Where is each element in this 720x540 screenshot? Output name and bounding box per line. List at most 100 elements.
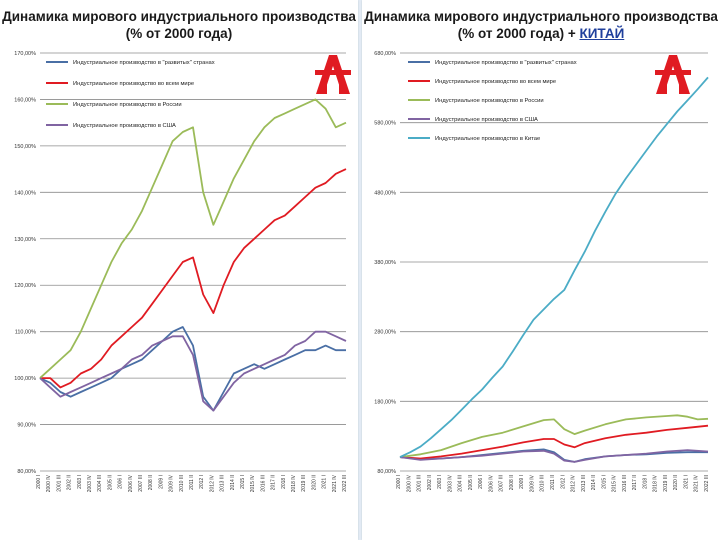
x-tick-label: 2005 II [107,475,113,490]
x-tick-label: 2014 II [591,475,597,490]
x-tick-label: 2011 II [550,475,556,490]
company-logo-icon [655,55,691,94]
x-tick-label: 2015 I [240,475,246,489]
series-line-russia [39,98,347,379]
chart-title-accent: КИТАЙ [579,26,625,41]
y-tick-label: 480,00% [374,190,396,196]
series-line-world [399,424,709,460]
x-tick-label: 2000 IV [406,474,412,492]
x-tick-label: 2012 IV [571,474,577,492]
legend-label: Индустриальное производство в России [435,98,544,104]
series-line-usa [399,449,709,463]
x-tick-label: 2013 III [581,475,587,492]
x-tick-label: 2016 III [260,475,266,492]
x-tick-label: 2021 I [322,475,328,489]
legend-label: Индустриальное производство во всем мире [73,81,194,87]
legend-label: Индустриальное производство во всем мире [435,79,556,85]
x-tick-label: 2018 I [642,475,648,489]
x-tick-label: 2010 III [179,475,185,492]
company-logo-icon [315,55,351,94]
x-tick-label: 2013 III [220,475,226,492]
chart-title-line2: (% от 2000 года) [125,26,233,41]
y-tick-label: 140,00% [14,190,36,196]
x-tick-label: 2017 II [632,475,638,490]
x-tick-label: 2006 I [478,475,484,489]
x-tick-label: 2002 II [67,475,73,490]
x-tick-label: 2012 I [199,475,205,489]
y-tick-label: 170,00% [14,51,36,57]
x-tick-label: 2003 I [77,475,83,489]
x-tick-label: 2020 II [311,475,317,490]
y-tick-label: 280,00% [374,330,396,336]
x-tick-label: 2003 IV [87,474,93,492]
x-tick-label: 2003 IV [447,474,453,492]
chart-title: Динамика мирового индустриального произв… [362,8,720,42]
x-tick-label: 2009 IV [169,474,175,492]
x-tick-label: 2011 II [189,475,195,490]
x-tick-label: 2005 II [468,475,474,490]
x-tick-label: 2018 I [281,475,287,489]
x-tick-label: 2018 IV [653,474,659,492]
x-tick-label: 2006 IV [128,474,134,492]
y-tick-label: 580,00% [374,121,396,127]
y-tick-label: 680,00% [374,51,396,57]
x-tick-label: 2021 IV [332,474,338,492]
legend-label: Индустриальное производство в Китае [435,136,540,142]
x-tick-label: 2002 II [427,475,433,490]
x-tick-label: 2015 IV [612,474,618,492]
x-tick-label: 2021 IV [694,474,700,492]
x-tick-label: 2010 III [540,475,546,492]
x-tick-label: 2016 III [622,475,628,492]
x-tick-label: 2004 III [97,475,103,492]
legend-label: Индустриальное производство в США [73,123,176,129]
x-tick-label: 2000 I [36,475,42,489]
x-tick-label: 2000 IV [46,474,52,492]
x-tick-label: 2019 III [663,475,669,492]
y-tick-label: 110,00% [15,330,36,336]
legend-label: Индустриальное производство в России [73,102,182,108]
series-line-china [399,76,709,458]
x-tick-label: 2009 I [519,475,525,489]
x-tick-label: 2022 III [342,475,348,492]
x-tick-label: 2009 IV [529,474,535,492]
legend-label: Индустриальное производство в США [435,117,538,123]
y-tick-label: 150,00% [14,144,36,150]
x-tick-label: 2019 III [301,475,307,492]
chart-title: Динамика мирового индустриального произв… [0,8,358,42]
x-tick-label: 2014 II [230,475,236,490]
y-tick-label: 180,00% [374,399,396,405]
series-line-russia [399,414,709,458]
legend-label: Индустриальное производство в "развитых"… [435,60,577,66]
x-tick-label: 2012 IV [209,474,215,492]
x-tick-label: 2007 III [499,475,505,492]
right-chart-panel: Динамика мирового индустриального произв… [362,0,720,540]
x-tick-label: 2018 IV [291,474,297,492]
x-tick-label: 2008 II [509,475,515,490]
y-tick-label: 130,00% [14,237,36,243]
x-tick-label: 2008 II [148,475,154,490]
y-tick-label: 80,00% [17,469,36,475]
x-tick-label: 2001 III [417,475,423,492]
series-line-developed [39,326,346,412]
x-tick-label: 2022 III [704,475,710,492]
left-chart-panel: Динамика мирового индустриального произв… [0,0,358,540]
chart-title-line1: Динамика мирового индустриального произв… [364,9,718,24]
x-tick-label: 2006 IV [488,474,494,492]
left-chart-svg: 80,00% 90,00% 100,00% 110,00% 120,00% 130,00%… [14,51,348,492]
chart-title-line1: Динамика мирового индустриального произв… [2,9,356,24]
right-chart-svg: 80,00% 180,00% 280,00% 380,00% 480,00% 580,00… [374,51,710,492]
series-line-usa [39,330,347,412]
x-tick-label: 2003 I [437,475,443,489]
y-tick-label: 380,00% [374,260,396,266]
y-tick-label: 160,00% [14,97,36,103]
x-tick-label: 2001 III [56,475,62,492]
y-tick-label: 100,00% [14,376,36,382]
y-tick-label: 120,00% [14,283,36,289]
series-line-world [40,168,347,389]
x-tick-label: 2000 I [396,475,402,489]
y-tick-label: 90,00% [17,423,36,429]
y-tick-label: 80,00% [377,469,396,475]
x-tick-label: 2009 I [158,475,164,489]
chart-title-line2: (% от 2000 года) + КИТАЙ [362,25,720,42]
x-tick-label: 2017 II [271,475,277,490]
